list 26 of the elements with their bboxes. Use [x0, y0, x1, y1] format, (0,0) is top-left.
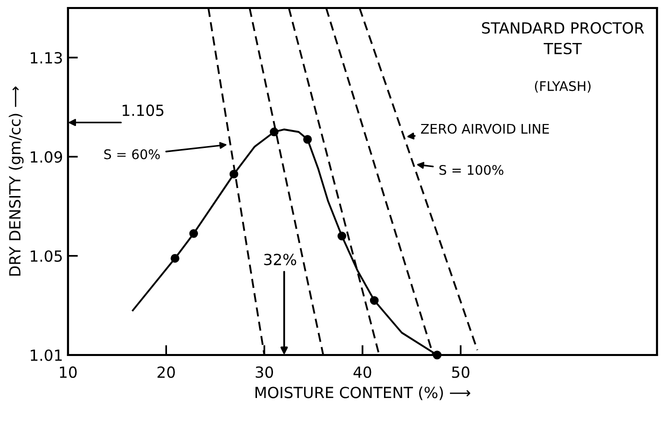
point	[303, 134, 312, 144]
point	[170, 254, 180, 263]
point	[189, 229, 198, 238]
y-tick-label: 1.01	[30, 349, 62, 362]
y-tick-label: 1.05	[30, 250, 62, 262]
point	[270, 128, 279, 136]
annotation: S = 100%	[439, 164, 504, 175]
y-axis-title: DRY DENSITY (gm/cc) ⟶	[8, 86, 24, 276]
text: (FLYASH)	[534, 80, 591, 93]
x-tick-label: 30	[256, 366, 274, 378]
annotation: 32%	[264, 254, 296, 266]
x-tick-label: 40	[354, 366, 372, 378]
x-tick-label: 50	[452, 366, 470, 378]
point	[230, 170, 238, 178]
point	[370, 296, 379, 305]
annotation: S = 60%	[104, 149, 160, 160]
y-tick-label: 1.09	[30, 151, 62, 163]
annotation: 1.105	[122, 104, 164, 116]
text: STANDARD PROCTOR TEST	[482, 22, 644, 54]
x-tick-label: 20	[158, 366, 175, 378]
annotation: ZERO AIRVOID LINE	[420, 124, 549, 134]
x-axis-title: MOISTURE CONTENT (%) ⟶	[256, 386, 470, 400]
point	[432, 350, 442, 360]
x-tick-label: 10	[60, 366, 77, 378]
point	[338, 232, 346, 240]
y-tick-label: 1.13	[30, 52, 62, 64]
